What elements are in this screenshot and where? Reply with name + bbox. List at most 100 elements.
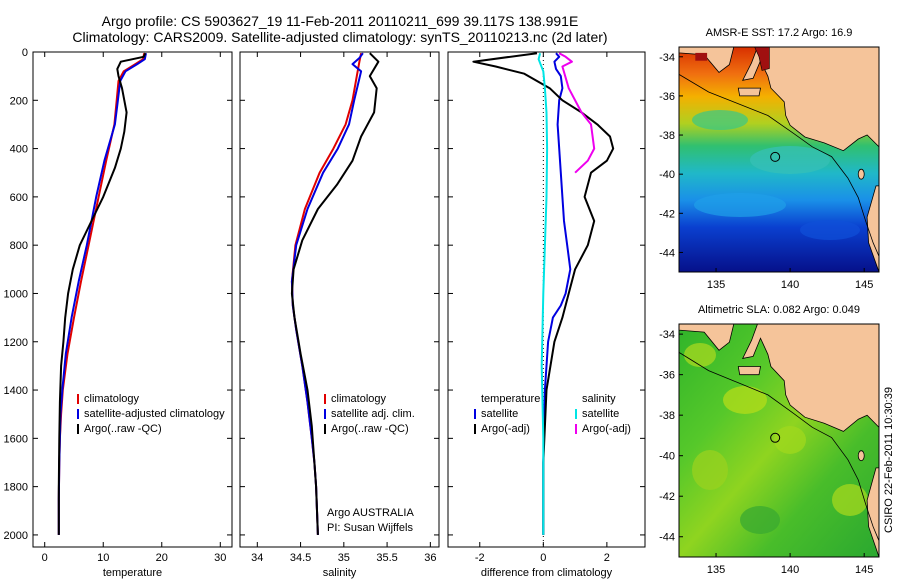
map-y-tick-label: -42: [659, 491, 675, 503]
argo-float-marker: [770, 432, 781, 443]
legend-label: climatology: [331, 393, 387, 405]
bay-warm-water: [695, 52, 708, 61]
ocean-patch: [800, 220, 860, 240]
series-line-3: [57, 52, 147, 535]
gulf-warm-water: [754, 47, 770, 71]
eyre-peninsula: [679, 47, 735, 73]
sla-patch: [774, 426, 806, 454]
argo-float-marker: [770, 151, 781, 162]
kangaroo-island: [737, 366, 761, 376]
map-y-tick-label: -38: [659, 410, 675, 422]
y-tick-label: 200: [10, 95, 28, 107]
annotation-text: PI: Susan Wijffels: [327, 522, 413, 534]
map-frame: [678, 323, 880, 558]
series-line-2: [472, 52, 615, 535]
map-y-tick-label: -36: [659, 370, 675, 382]
difference-from-climatology-panel: -2 0 2 difference from climatology temperatu…: [447, 51, 646, 579]
sla-patch: [832, 484, 868, 516]
x-tick-label: 0: [540, 552, 546, 564]
legend-label: satellite: [582, 408, 619, 420]
ocean-patch: [692, 110, 748, 130]
legend-label: Argo(-adj): [481, 423, 530, 435]
x-tick-label: 30: [214, 552, 226, 564]
x-tick-label: 35.5: [376, 552, 397, 564]
x-tick-label: 36: [424, 552, 436, 564]
y-tick-label: 1600: [4, 433, 28, 445]
y-tick-label: 0: [22, 47, 28, 59]
ocean-patch: [694, 193, 786, 217]
figure-title-line1: Argo profile: CS 5903627_19 11-Feb-2011 …: [101, 13, 579, 29]
king-island: [857, 168, 865, 180]
series-line-3: [537, 52, 549, 535]
map-title: Altimetric SLA: 0.082 Argo: 0.049: [698, 304, 860, 316]
y-tick-label: 1000: [4, 288, 28, 300]
map-frame: [678, 46, 880, 273]
map-title: AMSR-E SST: 17.2 Argo: 16.9: [706, 27, 853, 39]
x-tick-label: 10: [97, 552, 109, 564]
legend-label: satellite adj. clim.: [331, 408, 415, 420]
legend-label: Argo(..raw -QC): [84, 423, 162, 435]
x-axis-label: temperature: [103, 567, 162, 579]
x-axis-label: difference from climatology: [481, 567, 613, 579]
map-x-tick-label: 140: [781, 564, 799, 576]
eyre-peninsula: [679, 324, 735, 351]
legend-label: Argo(..raw -QC): [331, 423, 409, 435]
y-tick-label: 800: [10, 240, 28, 252]
map-y-tick-label: -42: [659, 208, 675, 220]
y-tick-label: 1800: [4, 482, 28, 494]
legend-label: satellite: [481, 408, 518, 420]
map-y-tick-label: -44: [659, 247, 675, 259]
land-mass: [679, 47, 879, 152]
land-mass: [679, 324, 879, 432]
map-y-tick-label: -38: [659, 130, 675, 142]
x-tick-label: 34: [251, 552, 263, 564]
temperature-panel: 0 10 20 30 0 200 400 600 800 1000 1200 1400 1600 1800…: [4, 47, 233, 579]
map-y-tick-label: -34: [659, 52, 675, 64]
map-y-tick-label: -40: [659, 169, 675, 181]
plot-frame: [239, 51, 440, 548]
y-tick-label: 1200: [4, 337, 28, 349]
shelf-contour: [679, 352, 879, 541]
sla-patch: [740, 506, 780, 534]
x-tick-label: 2: [604, 552, 610, 564]
legend-label: satellite-adjusted climatology: [84, 408, 225, 420]
sla-patch: [692, 450, 728, 490]
y-tick-label: 1400: [4, 385, 28, 397]
x-tick-label: -2: [475, 552, 485, 564]
series-line-4: [558, 52, 596, 174]
map-x-tick-label: 145: [855, 279, 873, 291]
sla-map-panel: Altimetric SLA: 0.082 Argo: 0.049 135 140 1…: [659, 304, 880, 576]
legend-label: salinity: [582, 393, 616, 405]
annotation-text: Argo AUSTRALIA: [327, 507, 414, 519]
figure-title-line2: Climatology: CARS2009. Satellite-adjuste…: [72, 29, 608, 45]
map-x-tick-label: 140: [781, 279, 799, 291]
y-tick-label: 400: [10, 144, 28, 156]
map-x-tick-label: 135: [707, 564, 725, 576]
map-y-tick-label: -34: [659, 329, 675, 341]
king-island: [857, 450, 865, 462]
map-x-tick-label: 135: [707, 279, 725, 291]
x-tick-label: 20: [156, 552, 168, 564]
shelf-contour: [679, 74, 879, 257]
map-y-tick-label: -44: [659, 532, 675, 544]
legend-label: Argo(-adj): [582, 423, 631, 435]
x-axis-label: salinity: [323, 567, 357, 579]
plot-frame: [32, 51, 233, 548]
x-tick-label: 0: [42, 552, 48, 564]
sst-map-panel: AMSR-E SST: 17.2 Argo: 16.9 135 140 145 -34 -…: [659, 27, 880, 291]
y-tick-label: 2000: [4, 530, 28, 542]
x-tick-label: 35: [338, 552, 350, 564]
map-x-tick-label: 145: [855, 564, 873, 576]
csiro-timestamp: CSIRO 22-Feb-2011 10:30:39: [883, 387, 895, 533]
sla-patch: [684, 343, 716, 367]
legend-label: temperature: [481, 393, 540, 405]
y-tick-label: 600: [10, 192, 28, 204]
map-y-tick-label: -40: [659, 451, 675, 463]
map-y-tick-label: -36: [659, 91, 675, 103]
kangaroo-island: [737, 87, 761, 97]
series-line-1: [542, 52, 572, 535]
salinity-panel: 34 34.5 35 35.5 36 salinity climatology satelli…: [239, 51, 440, 579]
x-tick-label: 34.5: [290, 552, 311, 564]
sla-patch: [723, 386, 767, 414]
